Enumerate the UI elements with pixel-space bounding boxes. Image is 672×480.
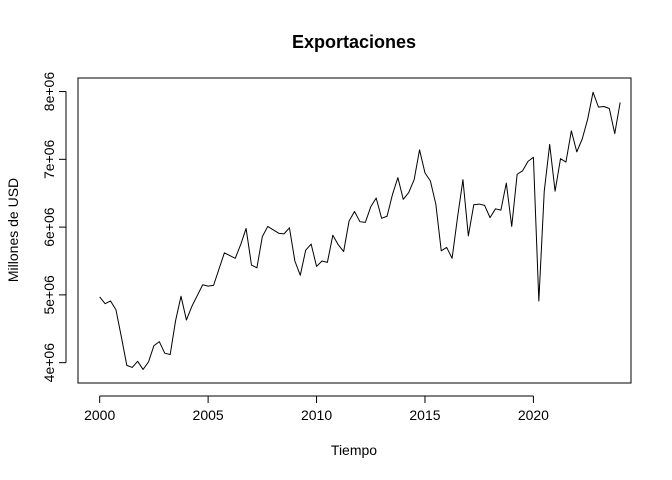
y-tick-label: 4e+06 (41, 343, 57, 383)
y-tick-label: 5e+06 (41, 275, 57, 315)
y-tick-label: 6e+06 (41, 207, 57, 247)
y-axis-label: Millones de USD (5, 178, 21, 282)
y-axis: 4e+06 5e+06 6e+06 7e+06 8e+06 (41, 72, 67, 383)
x-tick-label: 2000 (84, 407, 115, 423)
plot-frame (77, 77, 632, 384)
x-tick-label: 2015 (409, 407, 440, 423)
x-tick-label: 2020 (518, 407, 549, 423)
x-axis-label: Tiempo (331, 442, 377, 458)
chart-title: Exportaciones (292, 32, 416, 52)
x-tick-label: 2005 (193, 407, 224, 423)
x-tick-label: 2010 (301, 407, 332, 423)
x-axis: 2000 2005 2010 2015 2020 (84, 395, 549, 423)
y-tick-label: 8e+06 (41, 72, 57, 112)
series-line-exportaciones (99, 91, 621, 370)
y-tick-label: 7e+06 (41, 139, 57, 179)
